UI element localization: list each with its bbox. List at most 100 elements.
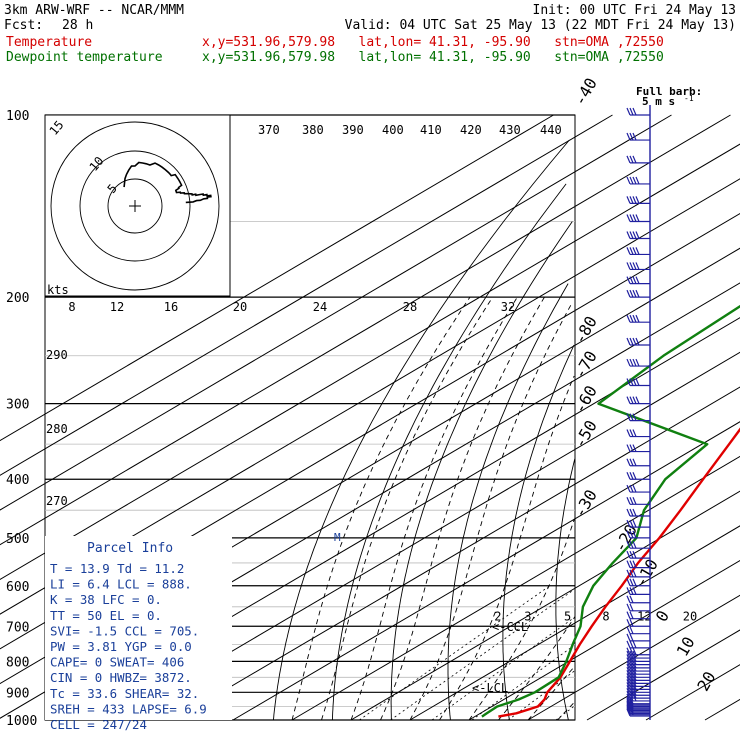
wind-barb-flag bbox=[632, 314, 637, 323]
isotherm-line bbox=[350, 490, 740, 721]
wind-barb-flag bbox=[629, 396, 634, 404]
wind-barb bbox=[626, 633, 650, 642]
mixing-ratio-label: 8 bbox=[602, 609, 609, 623]
wind-barb bbox=[626, 540, 650, 549]
wind-barb-flag bbox=[626, 519, 631, 528]
dewpoint-location: x,y=531.96,579.98 lat,lon= 41.31, -95.90… bbox=[202, 50, 664, 65]
wind-barb bbox=[626, 619, 650, 627]
wind-barb-flag bbox=[629, 484, 634, 493]
wind-barb bbox=[626, 611, 650, 620]
wind-barb-flag bbox=[626, 337, 631, 346]
wind-barb bbox=[626, 289, 650, 298]
mixing-ratio-line bbox=[390, 589, 574, 721]
parcel-info-row: K = 38 LFC = 0. bbox=[50, 592, 162, 607]
moist-adiabat bbox=[439, 375, 575, 721]
hodograph-speed-tick: 20 bbox=[233, 300, 247, 314]
wind-barb-flag bbox=[626, 685, 631, 693]
wind-barb-flag bbox=[626, 603, 631, 612]
wind-barb-flag bbox=[632, 458, 637, 467]
m-marker: M bbox=[334, 531, 341, 544]
temperature-legend: Temperature bbox=[6, 35, 93, 50]
wind-barb-flag bbox=[632, 262, 637, 270]
isotherm-line bbox=[173, 386, 740, 721]
wind-barb-flag bbox=[632, 540, 637, 549]
dry-adiabat bbox=[555, 458, 576, 721]
ccl-marker: <-CCL bbox=[492, 620, 528, 634]
wind-barb-flag bbox=[626, 458, 631, 467]
wind-barb-flag bbox=[632, 497, 637, 505]
wind-barb bbox=[626, 358, 650, 367]
dry-adiabat bbox=[390, 221, 573, 721]
wind-barb bbox=[626, 578, 650, 587]
wind-barb-flag bbox=[626, 444, 631, 452]
wind-barb-flag bbox=[632, 429, 637, 437]
isotherm-label: -40 bbox=[570, 74, 601, 109]
mixing-ratio-label: 12 bbox=[637, 609, 651, 623]
wind-barb-flag bbox=[632, 472, 637, 480]
wind-barb-flag bbox=[626, 654, 631, 662]
wind-barb-flag bbox=[626, 657, 631, 665]
wind-barb-flag bbox=[626, 640, 631, 649]
hodograph-speed-tick: 8 bbox=[68, 300, 75, 314]
wind-barb-flag bbox=[632, 155, 637, 164]
isotherm-label: 0 bbox=[652, 607, 673, 625]
pressure-tick-label: 400 bbox=[6, 473, 29, 488]
wind-barb bbox=[626, 640, 650, 649]
theta-label: 390 bbox=[342, 123, 364, 137]
isotherm-line bbox=[0, 114, 672, 511]
wind-barb-flag bbox=[626, 682, 631, 690]
wind-barb-flag bbox=[626, 484, 631, 493]
wind-barb bbox=[626, 396, 650, 405]
theta-label: 280 bbox=[46, 422, 68, 436]
pressure-tick-label: 300 bbox=[6, 398, 29, 413]
hodograph-ring bbox=[79, 150, 191, 262]
wind-barb-flag bbox=[635, 196, 640, 204]
wind-barb-flag bbox=[629, 289, 634, 298]
wind-barb bbox=[626, 626, 650, 635]
wind-barb-flag bbox=[626, 619, 631, 627]
moist-adiabat bbox=[527, 666, 575, 721]
mixing-ratio-label: 20 bbox=[683, 609, 697, 623]
parcel-info-row: PW = 3.81 YGP = 0.0 bbox=[50, 639, 192, 654]
wind-barb-flag bbox=[626, 413, 631, 421]
wind-barb-flag bbox=[626, 378, 631, 386]
isotherm-line bbox=[0, 114, 554, 442]
moist-adiabat bbox=[498, 616, 576, 721]
theta-label: 430 bbox=[499, 123, 521, 137]
wind-barb bbox=[626, 587, 650, 595]
hodograph-speed-tick: 24 bbox=[313, 300, 327, 314]
wind-barb-flag bbox=[632, 550, 637, 559]
isotherm-line bbox=[0, 114, 613, 476]
wind-barb-flag bbox=[626, 155, 631, 164]
valid-time: Valid: 04 UTC Sat 25 May 13 (22 MDT Fri … bbox=[344, 18, 736, 33]
wind-barb-flag bbox=[629, 429, 634, 437]
lcl-marker: <-LCL bbox=[472, 681, 508, 695]
wind-barb-flag bbox=[629, 444, 634, 452]
wind-barb-flag bbox=[626, 696, 631, 704]
pressure-tick-label: 200 bbox=[6, 291, 29, 306]
theta-label: 370 bbox=[258, 123, 280, 137]
wind-barb-flag bbox=[626, 687, 631, 696]
wind-barb-flag bbox=[626, 247, 631, 255]
wind-barb-flag bbox=[632, 231, 637, 239]
wind-barb bbox=[626, 497, 650, 505]
isotherm-line bbox=[232, 421, 740, 721]
temperature-profile bbox=[498, 427, 740, 718]
wind-barb bbox=[626, 196, 650, 205]
isotherm-line bbox=[291, 455, 740, 721]
wind-barb-flag bbox=[626, 633, 631, 642]
wind-barb-flag bbox=[629, 540, 634, 549]
wind-barb-flag bbox=[629, 578, 634, 587]
wind-barb bbox=[626, 337, 650, 346]
wind-barb bbox=[626, 413, 650, 422]
wind-barb-flag bbox=[629, 603, 634, 612]
wind-barb bbox=[626, 550, 650, 559]
moist-adiabat bbox=[557, 701, 575, 721]
wind-barb-flag bbox=[629, 107, 634, 116]
wind-barb bbox=[626, 530, 650, 539]
wind-barb-flag bbox=[629, 497, 634, 505]
wind-legend-title: Full barb: bbox=[636, 85, 702, 98]
wind-barb-flag bbox=[626, 693, 631, 702]
wind-barb-flag bbox=[629, 196, 634, 204]
parcel-info-row: TT = 50 EL = 0. bbox=[50, 608, 162, 623]
